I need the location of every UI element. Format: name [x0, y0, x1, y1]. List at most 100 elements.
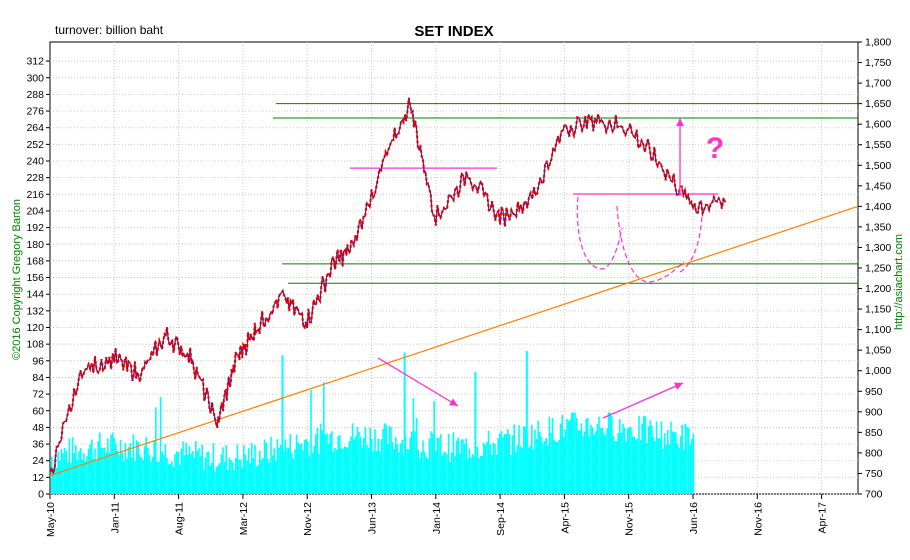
turnover-bar [497, 438, 499, 494]
turnover-bar [692, 433, 695, 494]
turnover-bar [321, 430, 323, 494]
turnover-bar [660, 421, 663, 494]
turnover-down-arrow-head [449, 398, 458, 406]
turnover-bar [113, 437, 115, 494]
turnover-bar [622, 423, 624, 494]
left-tick-label: 264 [26, 122, 44, 134]
turnover-bar [193, 457, 195, 494]
turnover-bar [503, 433, 506, 494]
question-mark: ? [706, 132, 724, 165]
turnover-bar [673, 432, 675, 494]
turnover-bar [316, 427, 319, 494]
turnover-bar [561, 414, 563, 494]
left-tick-label: 312 [26, 56, 44, 68]
turnover-bar [516, 445, 519, 494]
turnover-bar [97, 441, 99, 494]
right-tick-label: 1,250 [865, 263, 891, 275]
turnover-bar [550, 432, 552, 494]
left-tick-label: 252 [26, 139, 44, 151]
turnover-bar [407, 449, 410, 494]
turnover-bar [403, 352, 406, 494]
left-tick-label: 36 [32, 439, 44, 451]
turnover-bar [273, 448, 275, 494]
turnover-bar [337, 436, 339, 494]
turnover-bar [678, 447, 680, 494]
left-tick-label: 120 [26, 322, 44, 334]
turnover-bar [246, 460, 248, 494]
turnover-bar [350, 436, 352, 494]
turnover-bar [382, 429, 384, 494]
turnover-bar [228, 457, 231, 494]
turnover-bar [590, 424, 592, 494]
turnover-bar [84, 461, 87, 494]
turnover-bar [263, 439, 266, 494]
turnover-bar [132, 434, 135, 494]
turnover-bar [447, 433, 450, 494]
turnover-bar [422, 440, 424, 494]
turnover-bar [470, 457, 472, 494]
turnover-bar [259, 450, 261, 494]
turnover-bar [686, 426, 688, 494]
turnover-bar [206, 451, 208, 494]
turnover-bar [71, 437, 74, 494]
turnover-bar [367, 447, 370, 494]
turnover-bar [356, 426, 359, 494]
turnover-bar [532, 449, 535, 494]
turnover-bar [127, 447, 130, 494]
turnover-bar [372, 451, 375, 494]
turnover-bar [214, 471, 216, 494]
turnover-bar [563, 436, 565, 494]
turnover-bar [73, 453, 75, 494]
turnover-bar [638, 415, 640, 494]
turnover-bar [107, 438, 109, 494]
left-tick-label: 204 [26, 205, 44, 217]
x-tick-label: Nov-12 [302, 502, 314, 536]
turnover-bar [315, 434, 317, 494]
trendline [49, 205, 859, 477]
turnover-bar [507, 429, 509, 494]
turnover-bar [521, 448, 523, 494]
turnover-bar [499, 433, 501, 494]
turnover-bar [153, 439, 155, 494]
turnover-bar [329, 434, 331, 494]
turnover-bar [292, 458, 295, 494]
turnover-bar [271, 455, 274, 494]
turnover-bar [137, 441, 139, 494]
turnover-bar [207, 451, 210, 494]
turnover-bar [307, 441, 309, 494]
right-tick-label: 1,200 [865, 283, 891, 295]
turnover-bar [379, 451, 381, 494]
turnover-bar [91, 439, 93, 494]
turnover-bar [150, 461, 152, 494]
turnover-bar [510, 455, 512, 494]
turnover-bar [105, 453, 107, 494]
turnover-bar [366, 444, 368, 494]
turnover-bar [505, 434, 507, 494]
turnover-bar [359, 436, 362, 494]
turnover-bar [308, 456, 311, 494]
turnover-bar [457, 437, 459, 494]
right-tick-label: 1,500 [865, 160, 891, 172]
turnover-bar [593, 434, 595, 494]
turnover-bar [406, 449, 408, 494]
turnover-bar [287, 448, 290, 494]
turnover-bar [342, 448, 344, 494]
turnover-bar [524, 426, 527, 494]
turnover-bar [62, 453, 64, 494]
turnover-bar [663, 432, 666, 494]
turnover-bar [235, 458, 237, 494]
turnover-bar [462, 439, 464, 494]
turnover-bar [388, 425, 391, 494]
x-tick-label: Jan-11 [109, 502, 121, 533]
turnover-bars [51, 351, 695, 494]
turnover-bar [286, 448, 288, 494]
turnover-bar [147, 447, 149, 494]
turnover-bar [299, 444, 301, 494]
turnover-bar [331, 431, 333, 494]
turnover-bar [340, 448, 343, 494]
left-tick-label: 24 [32, 455, 44, 467]
turnover-bar [612, 435, 615, 494]
turnover-bar [126, 458, 128, 494]
left-tick-label: 144 [26, 289, 44, 301]
